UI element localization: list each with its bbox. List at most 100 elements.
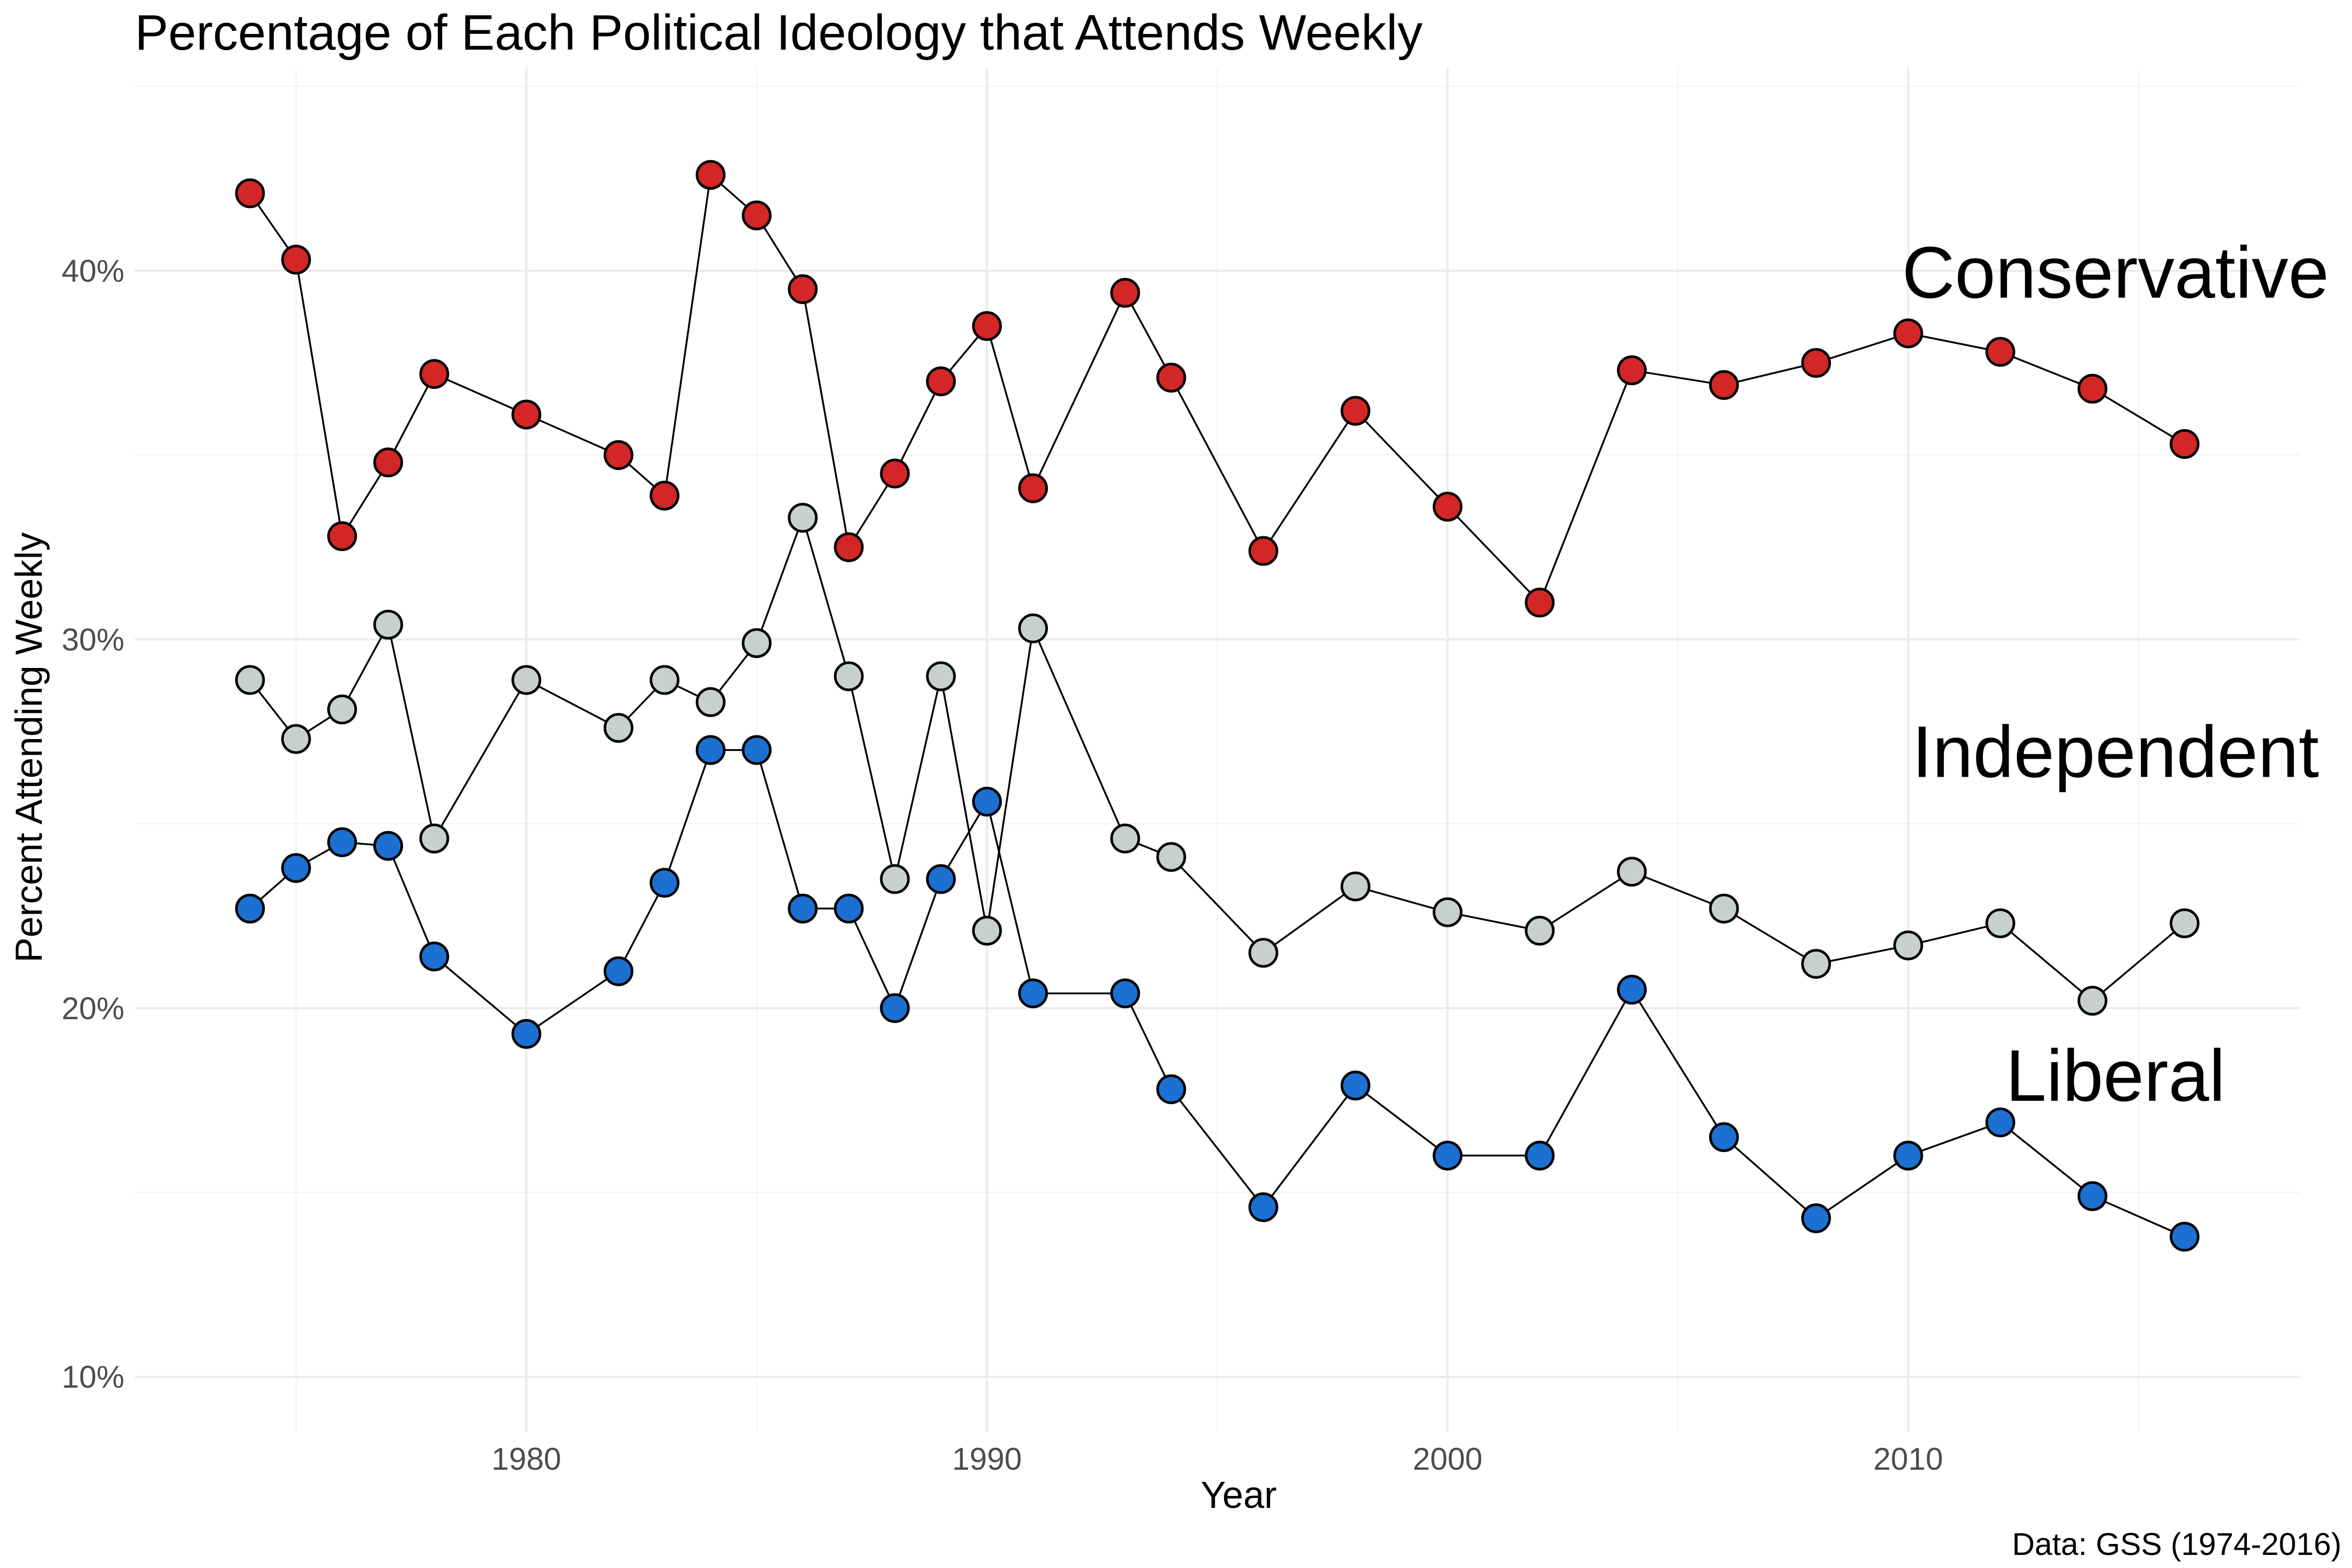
conservative-data-point: [1709, 370, 1739, 400]
independent-series-label: Independent: [1912, 711, 2319, 793]
liberal-data-point: [696, 735, 726, 765]
independent-data-point: [419, 823, 449, 854]
conservative-data-point: [511, 399, 541, 430]
x-axis-title: Year: [1201, 1474, 1276, 1516]
conservative-data-point: [880, 458, 910, 489]
liberal-data-point: [742, 735, 772, 765]
chart-title: Percentage of Each Political Ideology th…: [135, 5, 1423, 61]
series-labels: Conservative Independent Liberal: [1902, 232, 2329, 1117]
conservative-data-point: [2077, 374, 2107, 404]
x-tick-label: 1980: [491, 1442, 561, 1477]
conservative-data-point: [926, 366, 956, 397]
liberal-data-point: [1525, 1140, 1555, 1171]
independent-data-point: [2077, 986, 2107, 1016]
conservative-data-point: [1110, 278, 1140, 308]
liberal-data-point: [1110, 978, 1140, 1009]
conservative-data-point: [972, 311, 1002, 341]
liberal-data-point: [1801, 1203, 1831, 1233]
liberal-data-point: [1617, 975, 1647, 1005]
liberal-data-point: [419, 941, 449, 972]
liberal-data-point: [1893, 1140, 1923, 1171]
liberal-data-point: [1248, 1192, 1278, 1223]
liberal-data-point: [972, 787, 1002, 817]
liberal-data-point: [649, 868, 679, 898]
x-axis-ticks: 1980 1990 2000 2010: [491, 1442, 1943, 1477]
conservative-data-point: [1248, 536, 1278, 566]
independent-data-point: [511, 665, 541, 695]
independent-data-point: [788, 503, 818, 533]
conservative-series-label: Conservative: [1902, 232, 2329, 314]
independent-data-point: [1110, 823, 1140, 854]
conservative-data-point: [696, 160, 726, 190]
liberal-data-point: [1156, 1074, 1186, 1104]
independent-data-point: [926, 661, 956, 691]
independent-data-point: [742, 628, 772, 658]
y-axis-ticks: 10% 20% 30% 40%: [62, 253, 124, 1394]
conservative-data-point: [1018, 473, 1048, 503]
liberal-data-point: [880, 993, 910, 1023]
conservative-data-point: [1525, 587, 1555, 618]
independent-data-point: [1156, 842, 1186, 872]
independent-data-point: [834, 661, 864, 691]
liberal-data-point: [1433, 1140, 1463, 1171]
conservative-data-point: [834, 532, 864, 562]
x-tick-label: 2000: [1413, 1442, 1482, 1477]
independent-data-point: [327, 694, 358, 724]
liberal-data-point: [1018, 978, 1048, 1009]
conservative-data-point: [788, 274, 818, 304]
x-tick-label: 1990: [952, 1442, 1022, 1477]
liberal-series-label: Liberal: [2005, 1034, 2225, 1116]
conservative-data-point: [419, 359, 449, 389]
liberal-data-point: [1340, 1070, 1370, 1101]
conservative-data-point: [603, 440, 633, 470]
liberal-data-point: [373, 831, 403, 861]
independent-data-point: [1525, 916, 1555, 946]
y-tick-label: 40%: [62, 253, 124, 289]
liberal-data-point: [2170, 1221, 2200, 1252]
liberal-data-point: [834, 893, 864, 924]
conservative-data-point: [742, 200, 772, 230]
series-points: [235, 160, 2200, 1252]
independent-data-point: [1985, 908, 2015, 939]
independent-data-point: [649, 665, 679, 695]
independent-data-point: [1248, 938, 1278, 968]
conservative-data-point: [1801, 348, 1831, 378]
conservative-data-point: [235, 178, 265, 209]
independent-data-point: [603, 713, 633, 743]
x-tick-label: 2010: [1873, 1442, 1943, 1477]
liberal-data-point: [327, 827, 358, 857]
conservative-data-point: [327, 521, 358, 551]
liberal-data-point: [2077, 1181, 2107, 1212]
conservative-data-point: [1340, 396, 1370, 426]
independent-data-point: [880, 864, 910, 894]
liberal-data-point: [926, 864, 956, 894]
liberal-data-point: [235, 893, 265, 924]
independent-data-point: [235, 665, 265, 695]
independent-data-point: [1709, 893, 1739, 924]
liberal-data-point: [1709, 1122, 1739, 1152]
conservative-data-point: [2170, 429, 2200, 459]
liberal-data-point: [603, 956, 633, 986]
independent-data-point: [1433, 897, 1463, 927]
data-source-caption: Data: GSS (1974-2016): [2012, 1527, 2342, 1562]
liberal-data-point: [1985, 1107, 2015, 1137]
y-axis-title: Percent Attending Weekly: [8, 532, 50, 962]
conservative-data-point: [281, 245, 311, 275]
independent-data-point: [972, 916, 1002, 946]
liberal-data-point: [511, 1019, 541, 1049]
y-tick-label: 30%: [62, 622, 124, 657]
conservative-data-point: [1156, 363, 1186, 393]
conservative-data-point: [1617, 355, 1647, 385]
independent-data-point: [281, 724, 311, 754]
conservative-data-point: [1985, 337, 2015, 367]
independent-data-point: [1893, 930, 1923, 961]
liberal-data-point: [281, 853, 311, 883]
conservative-data-point: [649, 480, 679, 511]
independent-data-point: [1617, 857, 1647, 887]
independent-data-point: [1018, 613, 1048, 643]
independent-data-point: [373, 609, 403, 640]
independent-data-point: [1801, 949, 1831, 979]
independent-data-point: [2170, 908, 2200, 939]
y-tick-label: 10%: [62, 1359, 124, 1394]
